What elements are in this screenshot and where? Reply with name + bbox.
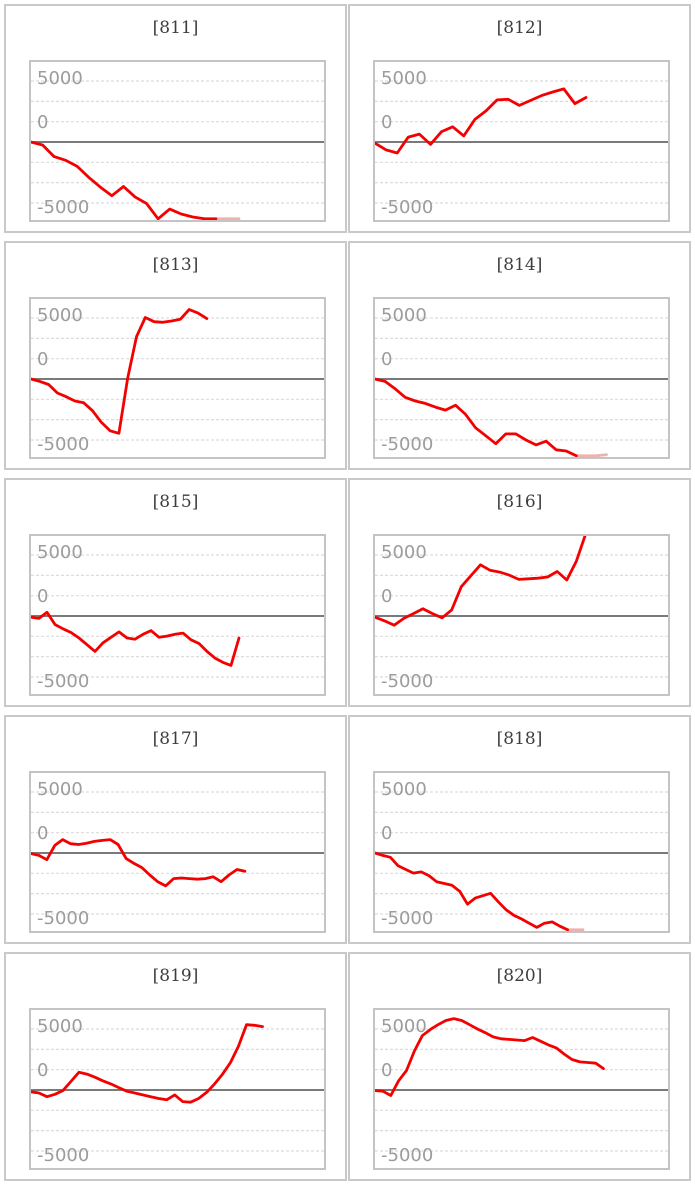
y-axis-label-5000: 5000 [381, 68, 427, 89]
chart-plot-area: 5000 0 -5000 [29, 534, 326, 696]
slump-graph-line-chart [375, 317, 668, 457]
chart-plot-area: 5000 0 -5000 [29, 297, 326, 459]
y-axis-label-minus5000: -5000 [381, 197, 434, 218]
chart-title: [820] [496, 966, 543, 986]
chart-cell: [811] 5000 0 -5000 [4, 4, 347, 233]
slump-graph-line-chart [375, 80, 668, 204]
y-axis-label-minus5000: -5000 [37, 671, 90, 692]
y-axis-label-5000: 5000 [381, 542, 427, 563]
y-axis-label-0: 0 [381, 823, 393, 844]
y-axis-label-5000: 5000 [37, 1016, 83, 1037]
chart-plot-area: 5000 0 -5000 [29, 60, 326, 222]
y-axis-label-minus5000: -5000 [37, 434, 90, 455]
slump-graph-line-chart [375, 791, 668, 931]
y-axis-label-0: 0 [381, 1060, 393, 1081]
chart-plot-area: 5000 0 -5000 [373, 534, 670, 696]
chart-plot-area: 5000 0 -5000 [373, 1008, 670, 1170]
chart-title: [814] [496, 255, 543, 275]
y-axis-label-0: 0 [37, 112, 49, 133]
chart-cell: [817] 5000 0 -5000 [4, 715, 347, 944]
y-axis-label-minus5000: -5000 [37, 1145, 90, 1166]
y-axis-label-5000: 5000 [381, 779, 427, 800]
chart-title: [813] [152, 255, 199, 275]
chart-cell: [819] 5000 0 -5000 [4, 952, 347, 1181]
y-axis-label-5000: 5000 [37, 68, 83, 89]
y-axis-label-minus5000: -5000 [381, 434, 434, 455]
y-axis-label-0: 0 [37, 586, 49, 607]
chart-title: [811] [152, 18, 199, 38]
chart-cell: [814] 5000 0 -5000 [348, 241, 691, 470]
chart-title: [812] [496, 18, 543, 38]
y-axis-label-minus5000: -5000 [381, 1145, 434, 1166]
chart-cell: [813] 5000 0 -5000 [4, 241, 347, 470]
chart-cell: [815] 5000 0 -5000 [4, 478, 347, 707]
chart-cell: [812] 5000 0 -5000 [348, 4, 691, 233]
y-axis-label-0: 0 [37, 1060, 49, 1081]
chart-cell: [820] 5000 0 -5000 [348, 952, 691, 1181]
chart-plot-area: 5000 0 -5000 [373, 60, 670, 222]
y-axis-label-5000: 5000 [381, 305, 427, 326]
chart-title: [818] [496, 729, 543, 749]
chart-cell: [816] 5000 0 -5000 [348, 478, 691, 707]
y-axis-label-5000: 5000 [381, 1016, 427, 1037]
chart-plot-area: 5000 0 -5000 [29, 771, 326, 933]
chart-plot-area: 5000 0 -5000 [373, 297, 670, 459]
chart-title: [816] [496, 492, 543, 512]
y-axis-label-minus5000: -5000 [381, 908, 434, 929]
slump-graph-line-chart [375, 1017, 668, 1152]
slump-graph-line-chart [31, 1023, 324, 1152]
slump-graph-line-chart [31, 80, 324, 220]
slump-graph-line-chart [31, 554, 324, 678]
slump-graph-line-chart [375, 536, 668, 678]
chart-title: [817] [152, 729, 199, 749]
y-axis-label-minus5000: -5000 [37, 197, 90, 218]
y-axis-label-5000: 5000 [37, 779, 83, 800]
y-axis-label-5000: 5000 [37, 542, 83, 563]
y-axis-label-minus5000: -5000 [37, 908, 90, 929]
y-axis-label-0: 0 [381, 112, 393, 133]
slump-graph-line-chart [31, 791, 324, 915]
y-axis-label-0: 0 [37, 823, 49, 844]
y-axis-label-5000: 5000 [37, 305, 83, 326]
y-axis-label-0: 0 [381, 586, 393, 607]
chart-title: [819] [152, 966, 199, 986]
y-axis-label-minus5000: -5000 [381, 671, 434, 692]
y-axis-label-0: 0 [37, 349, 49, 370]
chart-plot-area: 5000 0 -5000 [373, 771, 670, 933]
chart-plot-area: 5000 0 -5000 [29, 1008, 326, 1170]
y-axis-label-0: 0 [381, 349, 393, 370]
chart-cell: [818] 5000 0 -5000 [348, 715, 691, 944]
chart-title: [815] [152, 492, 199, 512]
slump-graph-line-chart [31, 308, 324, 441]
